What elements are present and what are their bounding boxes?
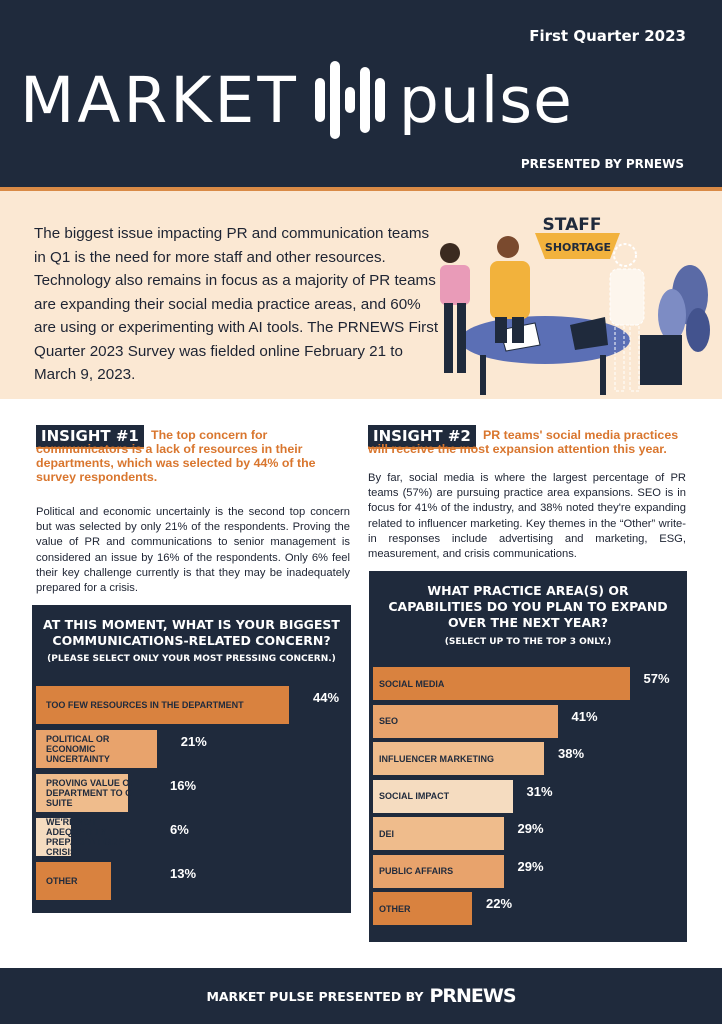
bar-value-1-2: 38% bbox=[558, 746, 585, 761]
insight-1-tag: INSIGHT #1 bbox=[36, 425, 144, 449]
bar-value-1-4: 29% bbox=[517, 821, 544, 836]
bar-1-3 bbox=[373, 779, 513, 813]
insight-2-headline: PR teams' social media practices will re… bbox=[368, 428, 679, 456]
bar-1-5 bbox=[373, 854, 504, 888]
bar-1-6 bbox=[373, 892, 472, 925]
market-pulse-logo: MARKET pulse bbox=[20, 55, 573, 145]
bar-value-1-5: 29% bbox=[517, 858, 544, 874]
staff-shortage-illustration: STAFF SHORTAGE bbox=[440, 215, 710, 395]
presented-by: PRESENTED BY PRNEWS bbox=[520, 157, 684, 171]
prnews-logo: PRNEWS bbox=[429, 985, 516, 1007]
insight-1-headline: The top concern for communicators is a l… bbox=[36, 428, 316, 484]
pulse-bars-icon bbox=[314, 55, 385, 145]
bar-0-2 bbox=[36, 774, 128, 812]
bar-label-0-3: WE'RE NOT ADEQUATELY PREPARED FOR A CRIS… bbox=[46, 817, 126, 857]
footer-text: MARKET PULSE PRESENTED BY bbox=[206, 988, 424, 1004]
bar-label-0-0: TOO FEW RESOURCES IN THE DEPARTMENT bbox=[46, 700, 244, 710]
issue-quarter: First Quarter 2023 bbox=[529, 27, 686, 45]
expansion-chart-title: WHAT PRACTICE AREA(S) OR CAPABILITIES DO… bbox=[388, 583, 668, 630]
bar-value-0-0: 44% bbox=[313, 690, 340, 705]
bar-label-1-0: SOCIAL MEDIA bbox=[379, 678, 445, 689]
bar-label-1-1: SEO bbox=[379, 716, 399, 726]
logo-word-pulse: pulse bbox=[398, 63, 573, 137]
bar-value-1-1: 41% bbox=[571, 708, 598, 724]
concern-chart-panel: AT THIS MOMENT, WHAT IS YOUR BIGGEST COM… bbox=[32, 605, 351, 913]
header-banner: First Quarter 2023 MARKET pulse PRESENTE… bbox=[0, 0, 722, 187]
bar-1-4 bbox=[373, 817, 504, 850]
bar-label-1-4: DEI bbox=[379, 828, 395, 839]
bar-label-0-2: PROVING VALUE OF DEPARTMENT TO C-SUITE bbox=[46, 778, 135, 808]
expansion-chart-subtitle: (SELECT UP TO THE TOP 3 ONLY.) bbox=[444, 637, 612, 647]
header-divider bbox=[0, 187, 722, 191]
bar-1-2 bbox=[373, 742, 544, 775]
bar-label-0-1: POLITICAL OR ECONOMIC UNCERTAINTY bbox=[46, 734, 110, 764]
bar-label-1-3: SOCIAL IMPACT bbox=[379, 791, 450, 801]
bar-label-0-4: OTHER bbox=[46, 876, 78, 886]
bar-label-1-5: PUBLIC AFFAIRS bbox=[379, 866, 454, 876]
bar-value-0-4: 13% bbox=[170, 866, 197, 881]
bar-0-0 bbox=[36, 686, 289, 724]
bar-value-0-3: 6% bbox=[170, 822, 189, 837]
insight-2-body: By far, social media is where the larges… bbox=[368, 472, 686, 561]
logo-word-market: MARKET bbox=[20, 63, 299, 137]
bar-1-1 bbox=[373, 704, 558, 738]
expansion-chart-panel: WHAT PRACTICE AREA(S) OR CAPABILITIES DO… bbox=[369, 571, 687, 942]
illustration-shortage-text: SHORTAGE bbox=[545, 241, 611, 254]
bar-value-1-6: 22% bbox=[486, 896, 513, 911]
bar-1-0 bbox=[373, 667, 630, 700]
illustration-staff-text: STAFF bbox=[543, 215, 602, 235]
bar-label-1-6: OTHER bbox=[379, 903, 411, 914]
bar-0-1 bbox=[36, 730, 157, 768]
footer-banner: MARKET PULSE PRESENTED BY PRNEWS bbox=[0, 968, 722, 1024]
concern-chart-title: AT THIS MOMENT, WHAT IS YOUR BIGGEST COM… bbox=[43, 617, 340, 648]
bar-value-1-0: 57% bbox=[643, 671, 670, 686]
bar-label-1-2: INFLUENCER MARKETING bbox=[379, 753, 494, 764]
concern-chart-subtitle: (PLEASE SELECT ONLY YOUR MOST PRESSING C… bbox=[47, 654, 336, 664]
bar-0-3 bbox=[36, 818, 71, 856]
bar-value-0-1: 21% bbox=[180, 734, 207, 749]
bar-value-1-3: 31% bbox=[526, 783, 553, 799]
bar-value-0-2: 16% bbox=[170, 778, 197, 793]
bar-0-4 bbox=[36, 862, 111, 900]
insight-2-tag: INSIGHT #2 bbox=[368, 425, 476, 449]
intro-text: The biggest issue impacting PR and commu… bbox=[34, 225, 439, 383]
insight-1-body: Political and economic uncertainly is th… bbox=[36, 506, 350, 595]
